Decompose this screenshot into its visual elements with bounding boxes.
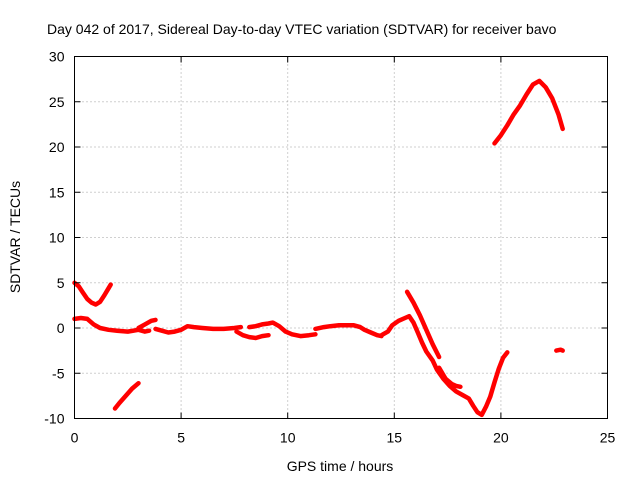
x-tick-label: 10 <box>280 430 296 446</box>
x-tick-label: 5 <box>177 430 185 446</box>
series-seg-10 <box>404 289 442 360</box>
series-seg-1 <box>72 280 113 307</box>
series-seg-3 <box>112 380 141 411</box>
y-tick-label: 20 <box>49 139 65 155</box>
y-tick-label: 0 <box>57 320 65 336</box>
y-tick-label: 5 <box>57 275 65 291</box>
series-seg-9 <box>379 313 510 418</box>
x-tick-label: 25 <box>600 430 616 446</box>
tick-labels: 0 5 10 15 20 25 -10 -5 0 5 10 15 20 25 30 <box>44 49 615 446</box>
series-seg-12 <box>492 78 565 146</box>
y-tick-label: 10 <box>49 230 65 246</box>
y-tick-label: 25 <box>49 94 65 110</box>
data-series <box>72 78 565 418</box>
y-tick-label: 30 <box>49 49 65 65</box>
series-seg-6 <box>234 329 271 341</box>
chart-title: Day 042 of 2017, Sidereal Day-to-day VTE… <box>47 21 557 37</box>
x-tick-label: 0 <box>71 430 79 446</box>
grid-lines <box>74 56 608 419</box>
y-tick-label: -5 <box>52 365 65 381</box>
series-seg-13 <box>554 347 565 353</box>
y-axis-label: SDTVAR / TECUs <box>7 181 23 293</box>
series-seg-11 <box>436 365 463 390</box>
series-seg-7 <box>247 320 318 339</box>
series-seg-2 <box>72 315 152 334</box>
axis-ticks <box>74 56 608 419</box>
series-seg-8 <box>313 323 384 339</box>
y-tick-label: -10 <box>44 411 64 427</box>
series-seg-4 <box>136 317 158 331</box>
y-tick-label: 15 <box>49 184 65 200</box>
plot-frame <box>74 56 608 419</box>
series-seg-5 <box>153 323 244 335</box>
x-tick-label: 15 <box>387 430 403 446</box>
x-tick-label: 20 <box>493 430 509 446</box>
x-axis-label: GPS time / hours <box>287 458 394 474</box>
